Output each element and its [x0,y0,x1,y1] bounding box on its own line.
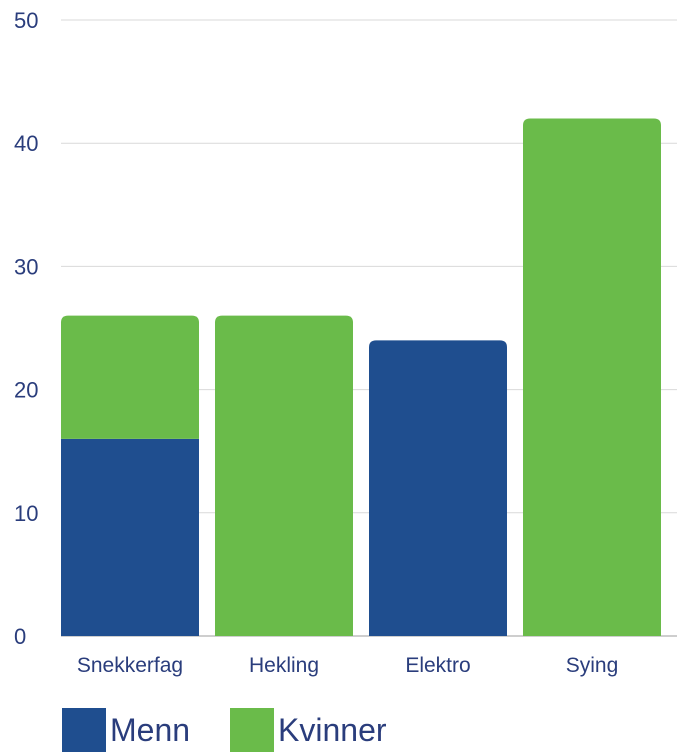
y-tick-label-30: 30 [14,254,38,279]
y-tick-label-0: 0 [14,624,26,649]
legend-label-kvinner: Kvinner [278,711,387,748]
bar-hekling-kvinner [215,315,353,636]
bar-chart: 0 10 20 30 40 50 Snekkerfag Hekling Elektro Sying [14,8,677,677]
legend-label-menn: Menn [110,711,191,748]
y-tick-label-10: 10 [14,501,38,526]
legend-swatch-kvinner [230,708,275,752]
x-tick-label-snekkerfag: Snekkerfag [77,654,183,677]
legend: Menn Kvinner [62,708,427,752]
y-tick-label-40: 40 [14,131,38,156]
y-tick-label-50: 50 [14,8,38,33]
bar-snekkerfag-kvinner [61,315,199,439]
legend-swatch-menn [62,708,106,752]
y-tick-label-20: 20 [14,378,38,403]
bar-elektro-menn [369,340,507,636]
legend-item-menn: Menn [62,708,190,752]
bar-snekkerfag-menn [61,438,199,636]
bar-sying-kvinner [523,118,661,636]
x-tick-label-sying: Sying [566,654,619,677]
x-tick-label-elektro: Elektro [405,654,470,677]
legend-item-kvinner: Kvinner [230,708,387,752]
x-tick-label-hekling: Hekling [249,654,319,677]
